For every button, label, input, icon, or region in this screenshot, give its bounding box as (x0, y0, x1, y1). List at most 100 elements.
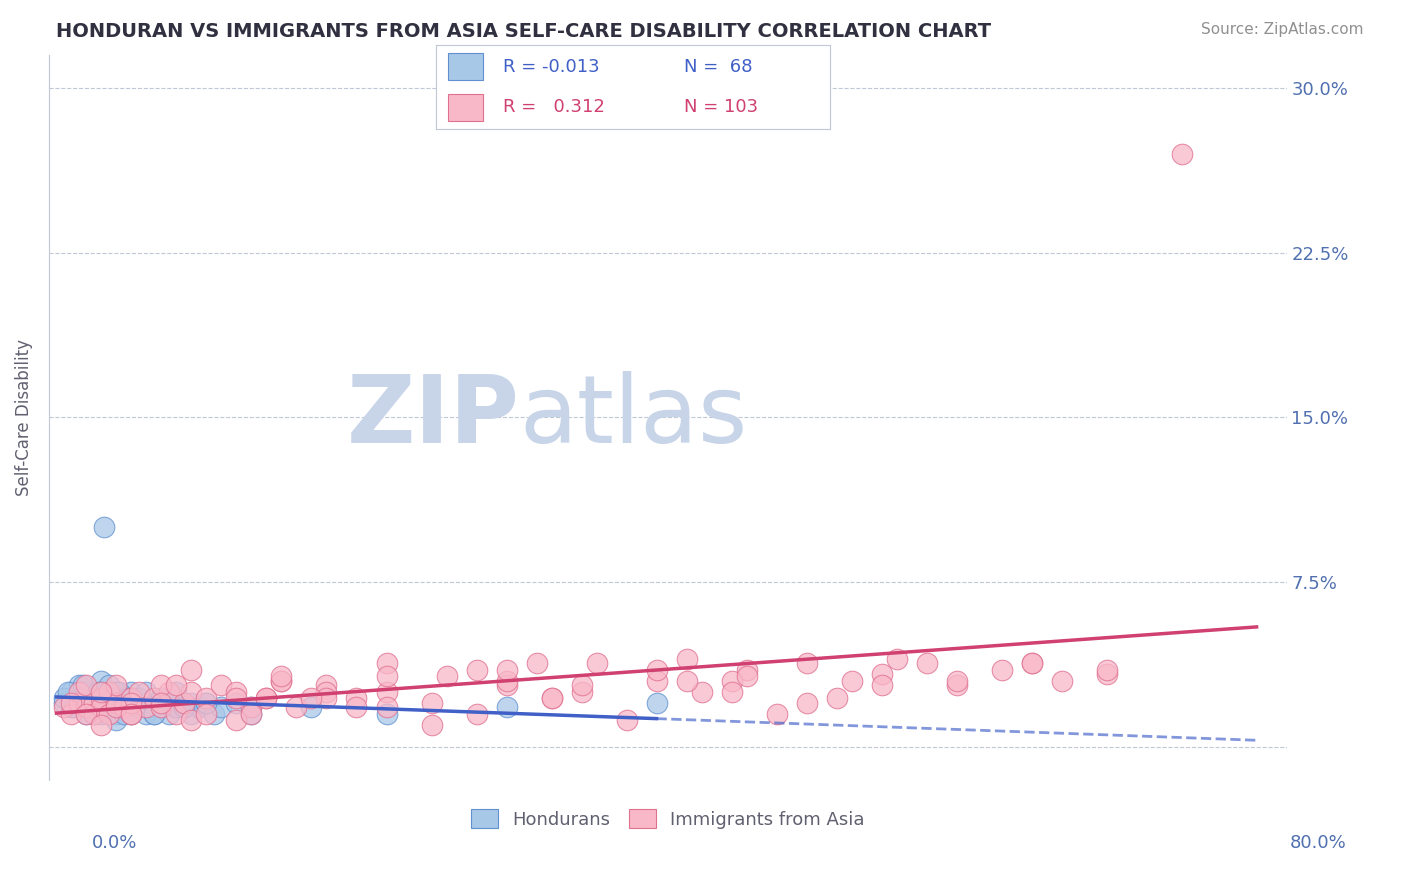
Point (83, 696, 105, 710)
Point (495, 678, 517, 692)
Point (121, 706, 143, 721)
Point (690, 685, 713, 699)
Point (93, 520, 115, 534)
Point (616, 714, 638, 728)
Point (990, 663, 1012, 677)
Point (571, 685, 593, 699)
Point (103, 691, 125, 706)
Point (315, 691, 337, 706)
Point (135, 706, 157, 721)
Point (135, 685, 157, 699)
Point (945, 678, 967, 692)
Point (675, 652, 697, 666)
Point (585, 657, 607, 671)
Point (98, 678, 121, 692)
Point (825, 691, 848, 706)
Point (1050, 673, 1073, 688)
Point (128, 685, 150, 699)
Point (195, 691, 218, 706)
FancyBboxPatch shape (447, 54, 484, 80)
Point (105, 696, 128, 710)
Point (157, 706, 180, 721)
Point (1021, 657, 1043, 671)
Point (301, 700, 323, 714)
Point (211, 678, 233, 692)
Point (180, 706, 202, 721)
Point (98, 691, 121, 706)
Point (225, 696, 247, 710)
Point (735, 663, 758, 677)
Point (121, 706, 143, 721)
Point (72, 678, 94, 692)
Point (128, 691, 150, 706)
Point (375, 700, 398, 714)
Point (870, 678, 893, 692)
Point (121, 691, 143, 706)
Point (76, 706, 98, 721)
Point (90, 706, 112, 721)
Point (117, 691, 139, 706)
Point (720, 673, 742, 688)
Text: ZIP: ZIP (346, 371, 519, 463)
Point (150, 691, 173, 706)
Point (83, 706, 105, 721)
Point (150, 700, 173, 714)
Text: 0.0%: 0.0% (91, 834, 136, 852)
Point (375, 706, 398, 721)
Point (58, 685, 80, 699)
Point (112, 700, 135, 714)
Point (90, 673, 112, 688)
Point (157, 685, 180, 699)
Point (645, 696, 668, 710)
Point (60, 706, 83, 721)
Point (225, 714, 247, 728)
Point (67, 696, 90, 710)
Point (945, 673, 967, 688)
Point (420, 696, 443, 710)
Point (76, 706, 98, 721)
Point (225, 691, 247, 706)
Point (83, 700, 105, 714)
Point (495, 663, 517, 677)
Point (76, 700, 98, 714)
Point (915, 657, 938, 671)
Point (420, 717, 443, 731)
Point (465, 663, 488, 677)
Point (98, 685, 121, 699)
Point (841, 673, 863, 688)
Point (105, 685, 128, 699)
Point (270, 673, 292, 688)
Point (270, 669, 292, 683)
Point (540, 691, 562, 706)
Point (90, 685, 112, 699)
Point (1021, 657, 1043, 671)
Point (202, 706, 225, 721)
Point (63, 700, 86, 714)
Point (540, 691, 562, 706)
Point (240, 706, 263, 721)
Point (495, 700, 517, 714)
Text: R =   0.312: R = 0.312 (503, 98, 605, 116)
Point (60, 700, 83, 714)
Y-axis label: Self-Care Disability: Self-Care Disability (15, 339, 32, 496)
Text: R = -0.013: R = -0.013 (503, 58, 599, 76)
FancyBboxPatch shape (447, 94, 484, 120)
Point (143, 706, 166, 721)
Point (270, 673, 292, 688)
Point (76, 696, 98, 710)
Point (53, 696, 76, 710)
Point (173, 696, 195, 710)
Text: 80.0%: 80.0% (1291, 834, 1347, 852)
Point (675, 673, 697, 688)
Point (796, 657, 818, 671)
Point (285, 700, 308, 714)
Point (645, 663, 668, 677)
Text: HONDURAN VS IMMIGRANTS FROM ASIA SELF-CARE DISABILITY CORRELATION CHART: HONDURAN VS IMMIGRANTS FROM ASIA SELF-CA… (56, 22, 991, 41)
Point (195, 706, 218, 721)
Point (375, 685, 398, 699)
Point (143, 700, 166, 714)
Point (83, 691, 105, 706)
Point (796, 696, 818, 710)
Point (886, 652, 908, 666)
Point (79, 696, 101, 710)
